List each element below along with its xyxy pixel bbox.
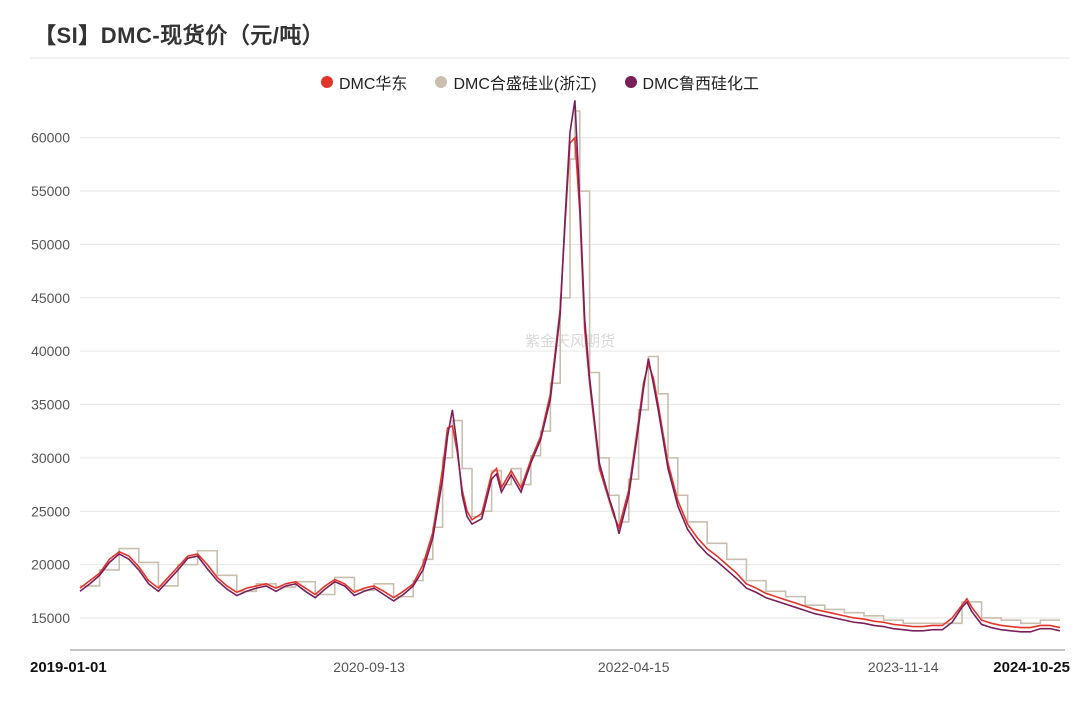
svg-text:60000: 60000 <box>31 130 70 146</box>
x-axis-labels: 2019-01-01 2020-09-13 2022-04-15 2023-11-14… <box>30 659 1070 676</box>
svg-text:30000: 30000 <box>31 450 70 466</box>
series-group <box>80 100 1060 632</box>
y-axis-labels: 15000 20000 25000 30000 35000 40000 45000 50000… <box>31 130 70 626</box>
svg-text:40000: 40000 <box>31 343 70 359</box>
plot-svg: 15000 20000 25000 30000 35000 40000 45000 50000… <box>0 0 1080 701</box>
svg-text:2024-10-25: 2024-10-25 <box>993 659 1070 676</box>
svg-text:50000: 50000 <box>31 236 70 252</box>
svg-text:35000: 35000 <box>31 397 70 413</box>
chart-container: 【SI】DMC-现货价（元/吨） DMC华东 DMC合盛硅业(浙江) DMC鲁西… <box>0 0 1080 701</box>
svg-text:2022-04-15: 2022-04-15 <box>598 659 670 675</box>
svg-text:25000: 25000 <box>31 503 70 519</box>
watermark-text: 紫金天风期货 <box>525 333 615 350</box>
svg-text:2020-09-13: 2020-09-13 <box>333 659 405 675</box>
svg-text:15000: 15000 <box>31 610 70 626</box>
svg-text:2023-11-14: 2023-11-14 <box>868 659 939 675</box>
svg-text:2019-01-01: 2019-01-01 <box>30 659 107 676</box>
svg-text:45000: 45000 <box>31 290 70 306</box>
series-DMC合盛硅业(浙江) <box>80 111 1060 623</box>
svg-text:20000: 20000 <box>31 557 70 573</box>
svg-text:55000: 55000 <box>31 183 70 199</box>
